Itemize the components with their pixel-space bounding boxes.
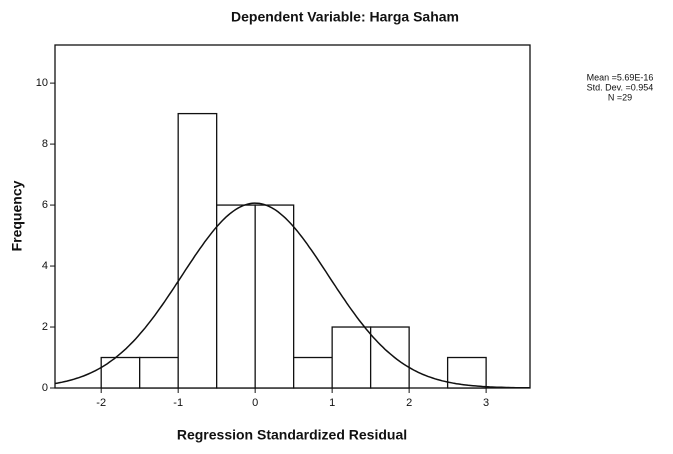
y-tick-label: 8 (42, 138, 48, 150)
y-tick-label: 4 (42, 260, 48, 272)
bar (216, 204, 256, 389)
bar (446, 356, 487, 389)
bar (254, 204, 295, 389)
x-axis-label: Regression Standardized Residual (177, 427, 407, 443)
chart-title: Dependent Variable: Harga Saham (231, 9, 459, 25)
y-tick-label: 0 (42, 382, 48, 394)
stat-label: Std. Dev. =0.954 (587, 82, 654, 92)
stat-label: Mean =5.69E-16 (587, 72, 654, 82)
bar (100, 356, 141, 389)
x-tick-label: 2 (406, 397, 412, 409)
x-tick-label: 3 (483, 397, 489, 409)
y-axis-label: Frequency (9, 180, 25, 251)
bar (177, 112, 218, 389)
x-tick-label: 1 (329, 397, 335, 409)
x-tick-label: 0 (252, 397, 258, 409)
bar (139, 356, 179, 389)
y-tick-label: 10 (36, 77, 48, 89)
stat-label: N =29 (608, 92, 632, 102)
bar (293, 356, 333, 389)
x-tick-label: -2 (96, 397, 106, 409)
y-tick-label: 2 (42, 321, 48, 333)
y-tick-label: 6 (42, 199, 48, 211)
x-tick-label: -1 (173, 397, 183, 409)
bar (331, 326, 372, 389)
normal-curve (54, 202, 530, 389)
bar (369, 326, 410, 389)
